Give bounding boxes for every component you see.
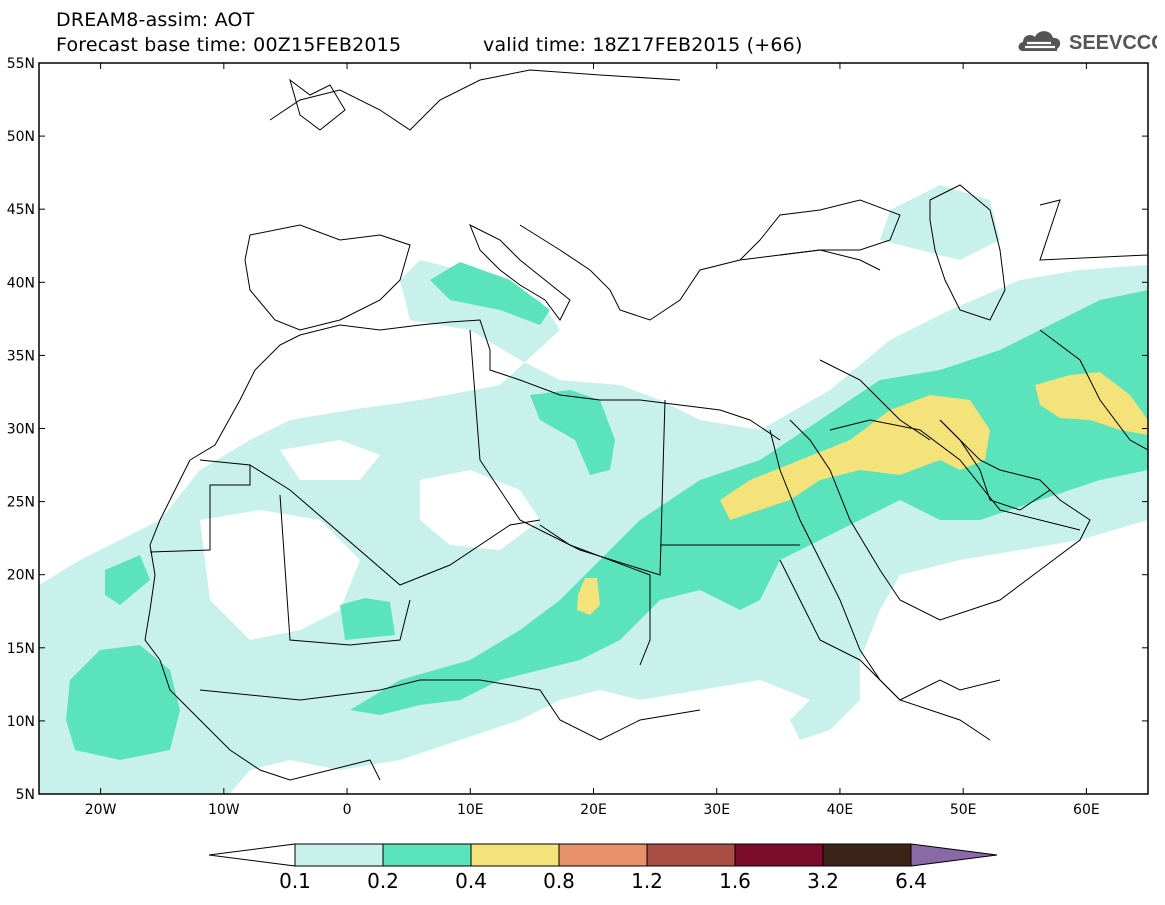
lat-tick-label: 40N — [7, 275, 35, 291]
coastlines-borders — [144, 69, 1148, 781]
coastline-red-sea — [769, 429, 991, 741]
legend-level-label: 0.1 — [279, 869, 311, 893]
border-libya — [469, 329, 666, 576]
lat-tick-label: 30N — [7, 422, 35, 438]
aot-field — [39, 185, 1148, 794]
base-time-label: Forecast base time: — [56, 34, 247, 56]
aot-band-0.2-gulf-guinea — [66, 645, 180, 760]
legend-level-label: 0.8 — [543, 869, 575, 893]
aot-band-0.2-atlas — [105, 555, 150, 605]
legend-swatch — [646, 843, 736, 867]
lat-tick-label: 5N — [16, 787, 35, 803]
legend-level-label: 1.2 — [631, 869, 663, 893]
coastline-north-africa — [299, 319, 781, 441]
legend-arrow-low — [208, 843, 296, 867]
legend-level-label: 3.2 — [807, 869, 839, 893]
coastline-persian-gulf — [939, 419, 1051, 511]
time-info: Forecast base time: 00Z15FEB2015 valid ti… — [56, 34, 802, 56]
lon-tick-label: 10E — [457, 802, 484, 818]
aot-band-0.1-caspian — [880, 185, 1000, 260]
lat-tick-label: 50N — [7, 129, 35, 145]
aot-clear-area — [280, 440, 380, 480]
coastline-west-africa — [144, 459, 381, 781]
border-iraq-syria — [819, 359, 931, 441]
border-west-sahara — [149, 459, 251, 553]
legend-level-label: 6.4 — [895, 869, 927, 893]
aot-band-0.2-sardinia — [430, 262, 550, 325]
legend-level-label: 1.6 — [719, 869, 751, 893]
coastline-europe-north — [269, 69, 681, 131]
coastline-arabia — [789, 419, 1091, 621]
legend-level-label: 0.2 — [367, 869, 399, 893]
aot-band-0.2-niger — [340, 598, 395, 640]
lon-tick-label: 40E — [827, 802, 854, 818]
title-text: DREAM8-assim: AOT — [56, 9, 255, 31]
legend-level-label: 0.4 — [455, 869, 487, 893]
coastline-italy — [469, 223, 571, 321]
border-iran — [1039, 329, 1148, 451]
seevccc-logo: SEEVCCC — [1018, 31, 1157, 54]
lon-tick-label: 10W — [208, 802, 240, 818]
border-east-africa — [779, 559, 861, 661]
aot-clear-area — [420, 470, 540, 550]
coastline-iberia — [244, 224, 411, 331]
base-time-value: 00Z15FEB2015 — [253, 34, 402, 56]
lon-tick-label: 30E — [703, 802, 730, 818]
aot-band-0.4-iran — [1035, 372, 1148, 435]
border-algeria-mali — [249, 464, 541, 586]
lon-tick-label: 20W — [85, 802, 117, 818]
coastline-britain — [289, 78, 346, 131]
legend-swatch — [470, 843, 560, 867]
valid-time-value: 18Z17FEB2015 (+66) — [592, 34, 803, 56]
lat-tick-label: 45N — [7, 202, 35, 218]
border-mali — [279, 494, 411, 646]
lat-tick-label: 15N — [7, 641, 35, 657]
border-sahel — [199, 679, 701, 741]
aot-clear-area — [200, 510, 360, 640]
cloud-icon — [1018, 31, 1061, 51]
coastline-morocco — [189, 334, 301, 461]
latitude-ticks: 55N 50N 45N 40N 35N 30N 25N 20N 15N 10N 5N — [7, 56, 1148, 803]
lat-tick-label: 35N — [7, 348, 35, 364]
coastline-black-sea — [739, 199, 901, 261]
lon-tick-label: 60E — [1073, 802, 1100, 818]
border-horn-africa — [859, 659, 1001, 701]
legend-swatch — [558, 843, 648, 867]
longitude-ticks: 20W 10W 0 10E 20E 30E 40E 50E 60E — [85, 63, 1100, 818]
legend-swatch — [382, 843, 472, 867]
legend-swatch — [734, 843, 824, 867]
lat-tick-label: 20N — [7, 568, 35, 584]
map-title: DREAM8-assim: AOT — [56, 10, 254, 31]
aot-band-0.2-libya — [530, 390, 615, 475]
aot-band-0.4-chad — [577, 578, 600, 615]
valid-time-label: valid time: — [483, 34, 587, 56]
lon-tick-label: 50E — [950, 802, 977, 818]
lat-tick-label: 10N — [7, 714, 35, 730]
lon-tick-label: 20E — [580, 802, 607, 818]
lon-tick-label: 0 — [343, 802, 352, 818]
lat-tick-label: 55N — [7, 56, 35, 72]
border-kazakh — [1039, 199, 1148, 261]
lat-tick-label: 25N — [7, 495, 35, 511]
border-niger-chad — [539, 524, 651, 666]
border-saudi — [829, 419, 1081, 531]
coastline-caspian — [929, 184, 1006, 321]
aot-clear-area — [890, 575, 1060, 690]
legend-swatch — [294, 843, 384, 867]
logo-text: SEEVCCC — [1069, 32, 1157, 54]
legend-arrow-high — [910, 843, 998, 867]
valid-time: valid time: 18Z17FEB2015 (+66) — [483, 35, 803, 56]
legend-swatch — [822, 843, 912, 867]
